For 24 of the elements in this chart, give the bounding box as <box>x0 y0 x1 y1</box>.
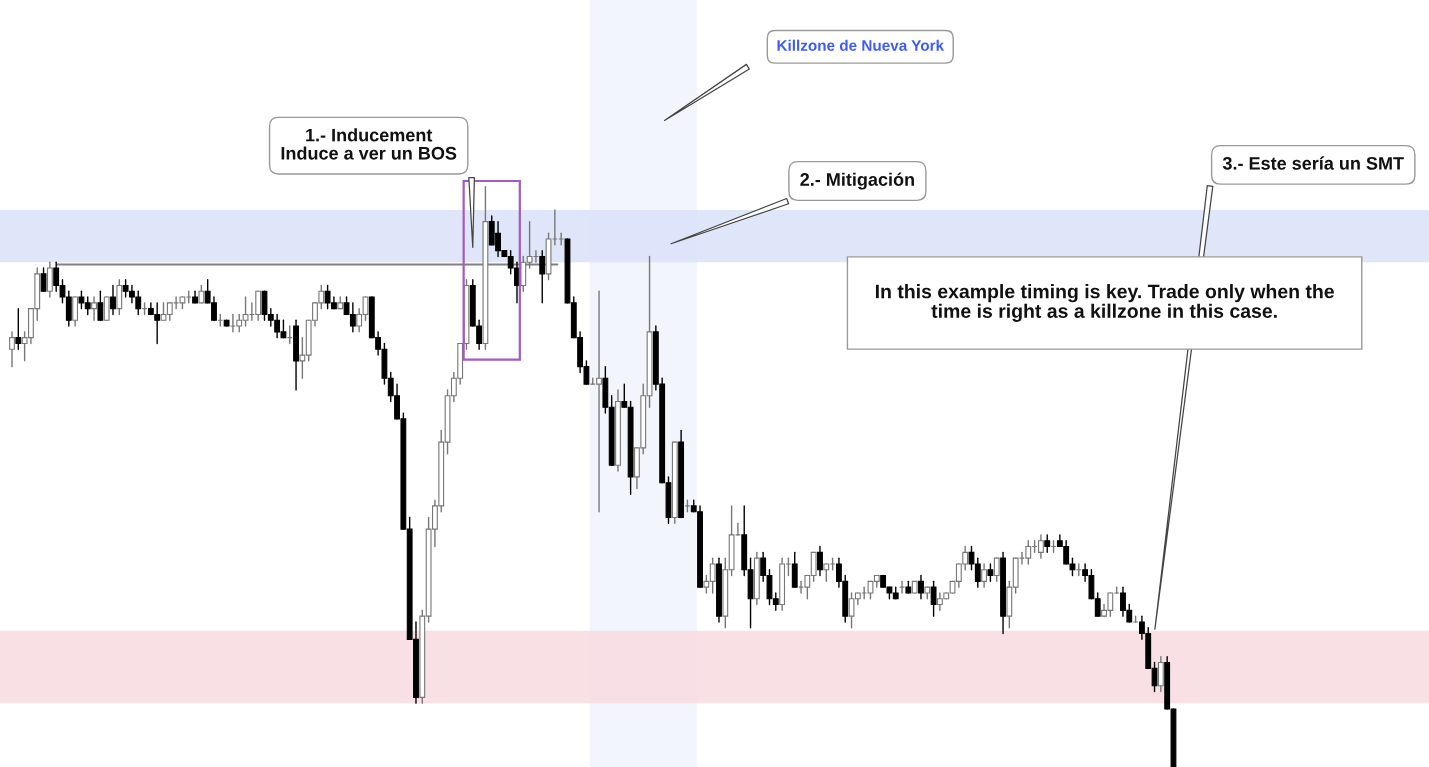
candlestick <box>97 290 104 321</box>
candlestick <box>9 331 15 368</box>
candlestick <box>791 551 798 588</box>
candlestick <box>993 557 1000 583</box>
candlestick <box>110 284 116 316</box>
text: 3.- Este sería un SMT <box>1222 156 1404 170</box>
candlestick <box>539 249 546 304</box>
candlestick <box>558 232 565 246</box>
candlestick <box>15 307 22 350</box>
candlestick <box>91 296 97 321</box>
text: Killzone de Nueva York <box>777 39 945 51</box>
candlestick <box>930 580 937 617</box>
annotation: In this example timing is key. Trade only when the time is right as a killzone in this case. <box>875 284 1334 322</box>
candlestick <box>40 267 47 292</box>
candlestick <box>116 278 123 316</box>
candlestick <box>1157 656 1164 693</box>
candlestick <box>817 545 823 577</box>
candlestick <box>981 563 988 588</box>
candlestick <box>46 261 53 298</box>
text: 1.- Inducement Induce a ver un BOS <box>281 128 457 160</box>
candlestick <box>103 296 110 321</box>
candlestick <box>918 574 924 600</box>
annotation: 2.- Mitigación <box>800 172 914 190</box>
candlestick <box>72 296 79 327</box>
